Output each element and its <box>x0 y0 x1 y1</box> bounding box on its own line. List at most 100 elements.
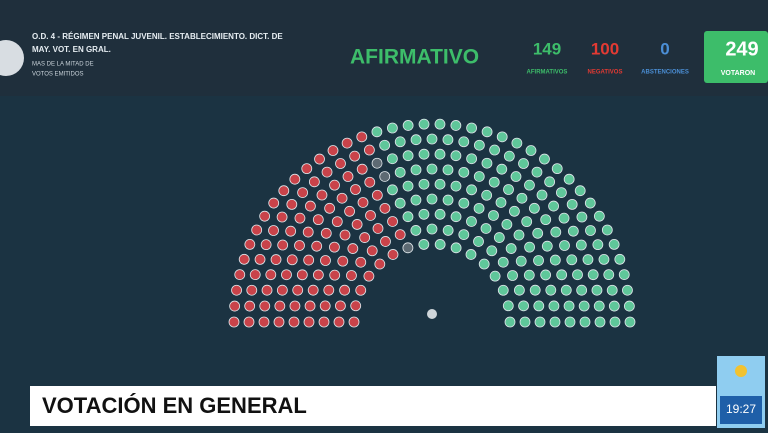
seat <box>394 229 406 241</box>
seat <box>410 225 422 236</box>
seat <box>320 227 332 239</box>
seat <box>277 239 289 251</box>
seat <box>488 210 499 221</box>
seat <box>394 166 406 178</box>
seat <box>238 253 250 265</box>
seat <box>505 243 517 254</box>
seat <box>622 284 633 296</box>
seat <box>320 255 331 266</box>
seat <box>402 120 414 131</box>
seat <box>450 242 462 254</box>
seat <box>336 192 348 204</box>
total-value: 249 <box>725 38 758 60</box>
seat <box>276 211 288 223</box>
seat <box>545 284 557 296</box>
seat <box>548 200 559 212</box>
result: AFIRMATIVO <box>350 46 479 69</box>
seat <box>254 254 266 265</box>
seat <box>394 136 406 148</box>
seat <box>273 316 285 328</box>
seat <box>556 187 567 198</box>
seat <box>496 163 508 175</box>
seat <box>618 269 630 281</box>
seat <box>339 284 351 296</box>
rule-line: VOTOS EMITIDOS <box>32 72 84 78</box>
seat <box>593 210 605 222</box>
seat <box>371 157 383 169</box>
seat <box>308 176 320 188</box>
count-label: NEGATIVOS <box>588 70 623 76</box>
seat <box>380 236 391 247</box>
seat <box>518 300 529 312</box>
seat <box>329 241 340 253</box>
seat <box>418 178 430 190</box>
seat <box>558 212 570 224</box>
count-value: 0 <box>660 39 669 58</box>
seat <box>473 139 485 151</box>
seat <box>426 193 438 205</box>
seat <box>489 270 501 282</box>
seat <box>319 300 331 312</box>
seat <box>386 122 398 134</box>
seat <box>603 269 615 281</box>
seat <box>356 131 368 143</box>
seat <box>434 239 446 250</box>
seat <box>249 269 261 281</box>
seat <box>544 176 556 188</box>
seat <box>551 163 563 175</box>
seat <box>521 216 533 228</box>
seat <box>286 254 298 266</box>
seat <box>281 269 292 281</box>
seat <box>473 236 484 247</box>
seat <box>274 300 286 312</box>
seat <box>314 153 325 165</box>
seat <box>496 131 508 143</box>
seat <box>365 210 376 221</box>
seat <box>301 163 313 175</box>
seat <box>559 240 570 251</box>
seat <box>359 232 371 243</box>
seat <box>465 249 477 260</box>
count-label: AFIRMATIVOS <box>527 70 568 76</box>
seat <box>450 180 462 192</box>
seat <box>426 133 438 145</box>
seat <box>294 212 306 224</box>
seat <box>304 300 316 312</box>
seat <box>458 136 470 148</box>
seat <box>333 316 345 328</box>
president-seat <box>427 309 437 319</box>
seat <box>585 225 596 236</box>
seat <box>307 284 319 296</box>
seat <box>511 137 523 149</box>
seat <box>294 240 305 251</box>
seat <box>608 300 620 312</box>
seat <box>593 300 605 312</box>
seat <box>466 153 478 165</box>
seat <box>564 316 576 328</box>
title-line: O.D. 4 - RÉGIMEN PENAL JUVENIL. ESTABLEC… <box>32 32 283 41</box>
seat <box>608 238 620 250</box>
clock: 19:27 <box>726 402 756 416</box>
seat <box>418 118 430 130</box>
seat <box>519 316 531 328</box>
seat <box>402 211 414 223</box>
seat <box>265 269 277 281</box>
seat <box>372 223 384 234</box>
seat <box>426 223 438 235</box>
seat <box>402 242 414 254</box>
seat <box>458 166 470 178</box>
seat <box>344 205 355 217</box>
seat <box>442 225 454 236</box>
title-line: MAY. VOT. EN GRAL. <box>32 45 111 54</box>
seat <box>341 137 353 149</box>
sun <box>735 365 747 377</box>
seat <box>540 269 552 281</box>
total-box <box>704 31 768 83</box>
seat <box>387 216 398 227</box>
seat <box>286 198 298 210</box>
seat <box>418 208 430 220</box>
seat <box>466 216 477 227</box>
seat <box>276 284 288 296</box>
logo <box>0 40 24 76</box>
seat <box>335 300 346 312</box>
